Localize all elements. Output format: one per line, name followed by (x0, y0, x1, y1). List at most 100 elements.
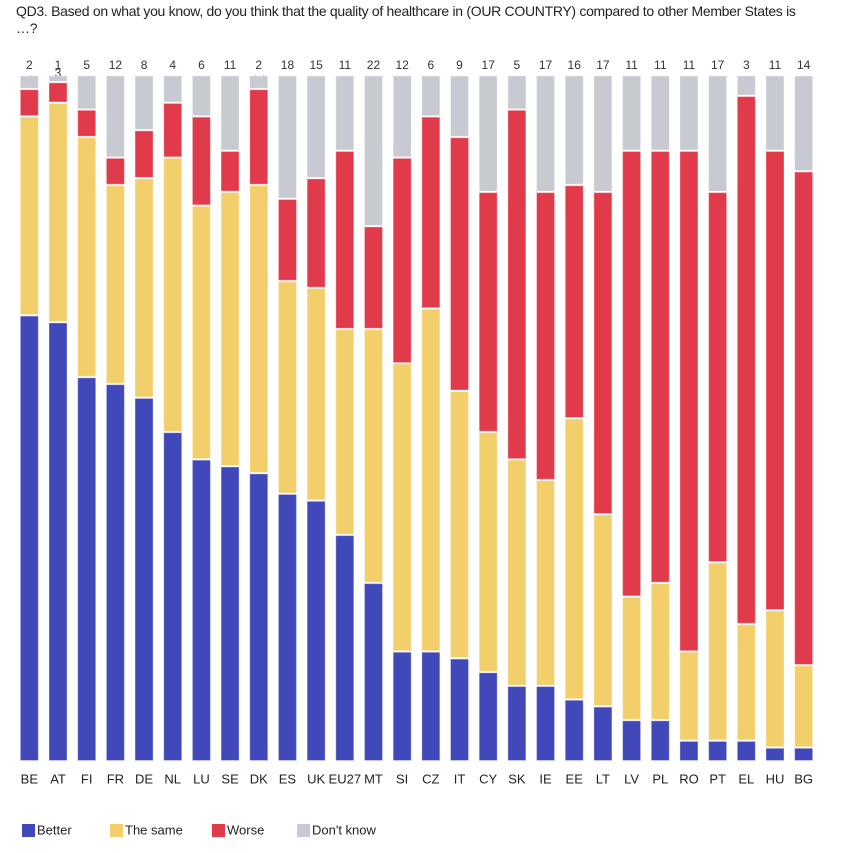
bar-segment (536, 686, 556, 761)
x-tick-label: FR (107, 771, 124, 786)
x-tick-label: AT (50, 771, 66, 786)
bar-segment (507, 109, 527, 460)
bar-segment (478, 672, 498, 762)
bar-segment (105, 384, 125, 761)
legend-swatch (297, 824, 310, 837)
x-tick-label: PL (652, 771, 668, 786)
x-tick-label: FI (81, 771, 93, 786)
value-label: 11 (683, 58, 696, 72)
bar-segment (105, 185, 125, 384)
x-tick-label: EE (566, 771, 584, 786)
bar-segment (335, 150, 355, 329)
bar-segment (564, 185, 584, 418)
bar-segment (593, 706, 613, 761)
value-label: 2 (255, 58, 262, 72)
bar-segment (564, 418, 584, 700)
bar-segment (593, 192, 613, 515)
bar-segment (622, 720, 642, 762)
x-tick-label: LU (193, 771, 210, 786)
bar-segment (679, 75, 699, 151)
x-tick-label: IT (454, 771, 466, 786)
bar-segment (220, 466, 240, 761)
bar-segment (564, 699, 584, 762)
bar-segment (191, 459, 211, 761)
bar-segment (363, 75, 383, 226)
bar-segment (306, 75, 326, 178)
bar-segment (191, 116, 211, 206)
x-tick-label: LT (596, 771, 610, 786)
bar-segment (306, 178, 326, 288)
legend-label: Don't know (312, 822, 377, 837)
bar-segment (163, 75, 183, 103)
bar-segment (478, 75, 498, 192)
bar-segment (277, 281, 297, 494)
bar-segment (736, 624, 756, 741)
legend-swatch (212, 824, 225, 837)
bar-segment (249, 185, 269, 473)
x-tick-label: DK (250, 771, 268, 786)
legend-label: Worse (227, 822, 264, 837)
bar-segment (392, 157, 412, 364)
value-label: 15 (309, 58, 323, 72)
bar-segment (105, 157, 125, 185)
bar-segment (48, 102, 68, 322)
bar-segment (134, 397, 154, 761)
bar-segment (622, 150, 642, 597)
value-label: 11 (625, 58, 638, 72)
bar-segment (536, 192, 556, 480)
bar-segment (794, 75, 814, 172)
bar-segment (450, 137, 470, 391)
bar-segment (679, 740, 699, 761)
x-tick-label: ES (279, 771, 297, 786)
bar-segment (765, 75, 785, 151)
bar-segment (622, 75, 642, 151)
value-label: 12 (395, 58, 409, 72)
value-label: 22 (367, 58, 381, 72)
value-label: 11 (339, 58, 352, 72)
bar-segment (450, 391, 470, 659)
bar-segment (277, 75, 297, 199)
value-label: 17 (596, 58, 610, 72)
legend-label: Better (37, 822, 72, 837)
x-tick-label: BE (21, 771, 39, 786)
bar-segment (650, 75, 670, 151)
x-tick-label: HU (766, 771, 785, 786)
bar-segment (708, 75, 728, 192)
bar-segment (306, 500, 326, 761)
bar-segment (536, 75, 556, 192)
value-label: 9 (456, 58, 463, 72)
value-label: 18 (281, 58, 295, 72)
x-tick-label: IE (539, 771, 552, 786)
x-tick-label: NL (164, 771, 181, 786)
bar-segment (48, 75, 68, 82)
bar-segment (335, 535, 355, 761)
bar-segment (421, 651, 441, 761)
x-tick-label: UK (307, 771, 325, 786)
bar-segment (163, 157, 183, 432)
chart-title: QD3. Based on what you know, do you thin… (16, 3, 796, 36)
bar-segment (363, 226, 383, 329)
value-label: 11 (769, 58, 782, 72)
bar-segment (507, 75, 527, 110)
bar-segment (277, 493, 297, 761)
bar-segment (77, 109, 97, 137)
bar-segment (765, 610, 785, 748)
value-label: 12 (109, 58, 123, 72)
bar-segment (765, 150, 785, 611)
bar-segment (679, 150, 699, 652)
value-label: 11 (224, 58, 237, 72)
bar-segment (191, 75, 211, 117)
bar-segment (220, 150, 240, 192)
bar-segment (249, 75, 269, 89)
bar-segment (306, 288, 326, 501)
bar-segment (77, 137, 97, 377)
bar-segment (249, 89, 269, 185)
x-tick-label: CY (479, 771, 497, 786)
bar-segment (220, 192, 240, 467)
value-label: 6 (427, 58, 434, 72)
bar-segment (421, 308, 441, 652)
bar-segment (392, 651, 412, 761)
bar-segment (134, 130, 154, 178)
value-label: 17 (711, 58, 725, 72)
bar-segment (19, 89, 39, 117)
